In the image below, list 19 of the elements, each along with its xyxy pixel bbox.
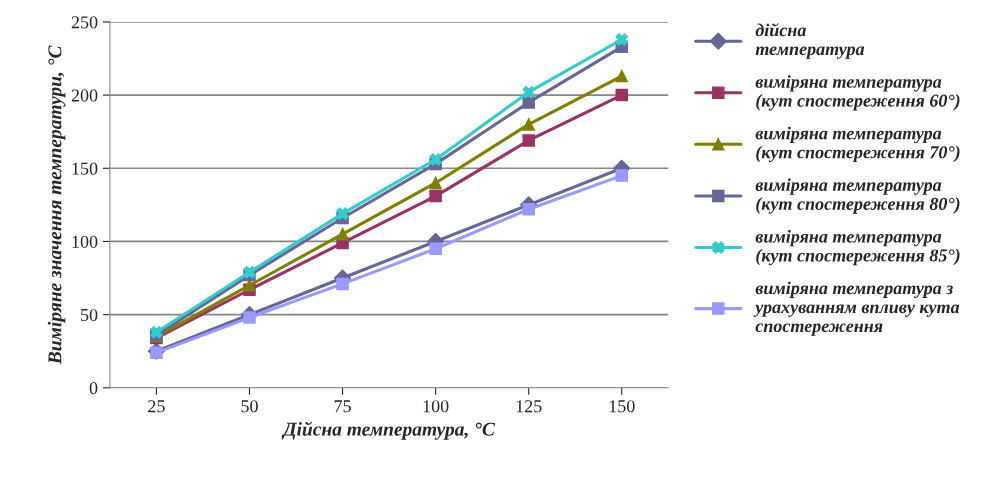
legend-label: виміряна температура з урахуванням впливу кута спостереження <box>753 281 960 336</box>
y-tick-label: 200 <box>71 89 98 102</box>
legend-label: виміряна температура (кут спостереження 60°) <box>755 75 960 111</box>
legend-label: виміряна температура (кут спостереження 85°) <box>755 229 960 266</box>
x-axis-title: Дійсна температура, °C <box>281 421 496 440</box>
x-tick-label: 50 <box>241 400 258 413</box>
x-tick-label: 125 <box>516 400 542 413</box>
y-tick-label: 100 <box>72 235 98 248</box>
x-tick-label: 150 <box>609 400 635 413</box>
y-tick-label: 50 <box>81 308 98 322</box>
legend-label: виміряна температура (кут спостереження 70°) <box>755 126 960 163</box>
x-tick-label: 25 <box>148 400 165 413</box>
y-axis-title: Виміряне значення температури, °C <box>47 45 66 365</box>
x-tick-label: 100 <box>423 400 449 413</box>
y-tick-label: 150 <box>72 162 98 175</box>
y-tick-label: 250 <box>71 16 98 29</box>
y-tick-label: 0 <box>89 382 98 395</box>
x-tick-label: 75 <box>334 400 351 413</box>
legend-label: виміряна температура (кут спостереження 80°) <box>755 178 960 214</box>
